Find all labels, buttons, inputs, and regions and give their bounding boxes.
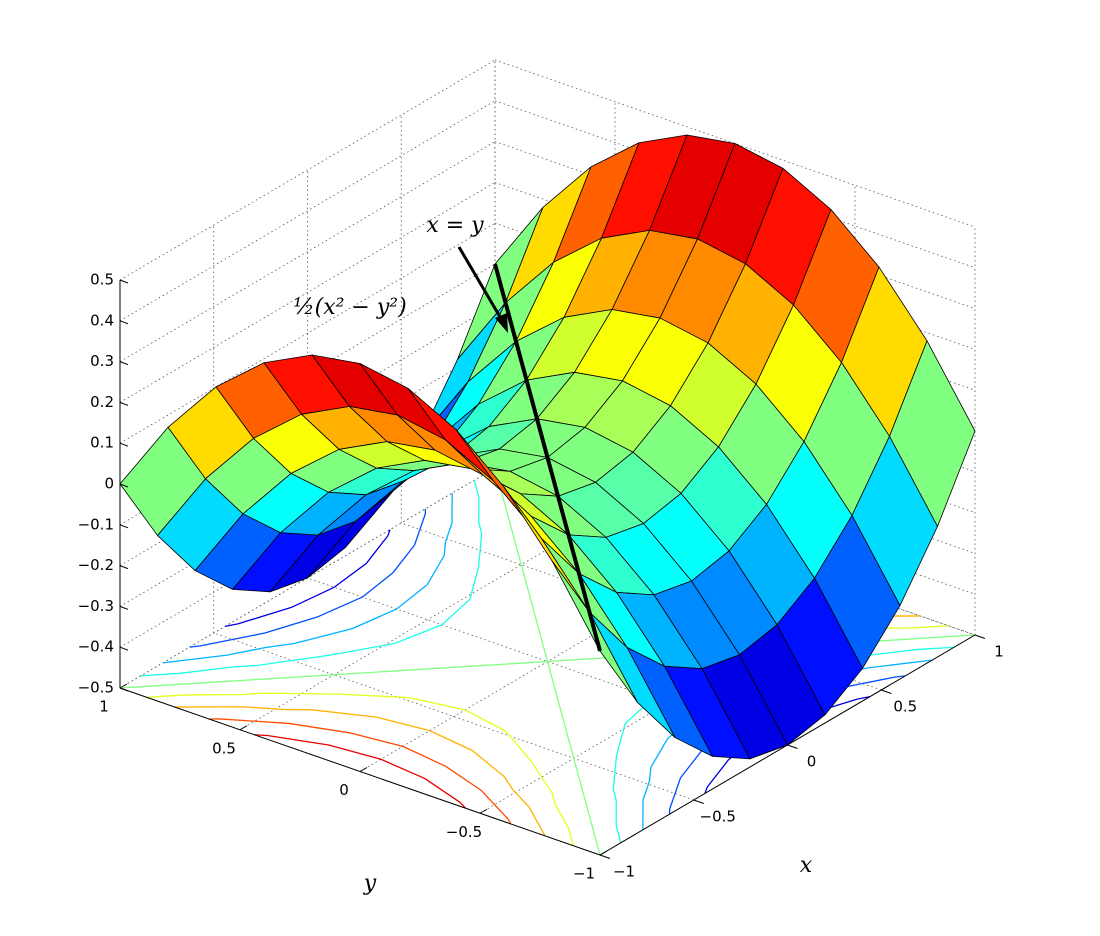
z-tick-label: −0.3 [78, 597, 114, 615]
z-tick [119, 361, 129, 366]
y-tick-label: −0.5 [446, 823, 482, 841]
z-tick-label: 0.3 [90, 352, 114, 370]
x-tick-label: −0.5 [700, 808, 736, 826]
z-tick-label: 0.1 [90, 434, 114, 452]
z-tick-label: −0.4 [78, 638, 114, 656]
z-tick [119, 565, 129, 570]
y-tick [239, 725, 248, 731]
grid-line [119, 100, 496, 322]
z-tick [119, 687, 129, 692]
x-tick [599, 854, 611, 859]
grid-line [119, 222, 496, 444]
z-tick-label: −0.5 [78, 679, 114, 697]
grid-line [494, 59, 976, 228]
diagonal-line [493, 263, 602, 652]
z-tick-label: 0.2 [90, 393, 114, 411]
x-tick [787, 744, 798, 749]
x-tick [881, 689, 892, 694]
x-tick [974, 634, 986, 639]
grid-line [494, 141, 976, 309]
z-tick-label: −0.2 [78, 556, 114, 574]
z-tick-label: 0 [104, 475, 114, 493]
y-tick [599, 850, 608, 856]
grid-line [119, 141, 496, 362]
z-tick-label: −0.1 [78, 515, 114, 533]
grid-line [119, 182, 496, 403]
annotation: x = y [426, 213, 484, 238]
z-tick [119, 279, 129, 284]
z-tick [119, 483, 129, 488]
z-tick [119, 605, 129, 610]
z-tick [119, 320, 129, 325]
z-tick-label: 0.5 [90, 271, 114, 289]
x-tick [693, 799, 704, 804]
surface [119, 134, 976, 760]
z-tick [119, 442, 129, 447]
z-tick [119, 401, 129, 406]
y-tick [479, 808, 488, 814]
arrow-head [495, 313, 508, 333]
x-axis-label: x [800, 853, 813, 878]
y-tick [359, 767, 368, 772]
grid-line [119, 59, 496, 281]
contours [119, 467, 976, 856]
y-tick [119, 683, 128, 689]
x-tick-label: 0.5 [893, 698, 917, 716]
z-tick [119, 524, 129, 529]
z-tick-label: 0.4 [90, 311, 114, 329]
y-tick-label: −1 [573, 865, 595, 883]
y-tick-label: 0 [339, 781, 349, 799]
arrow-shaft [457, 246, 505, 323]
z-tick [119, 646, 129, 651]
annotation: ½(x² − y²) [293, 295, 406, 320]
grid-line [401, 522, 882, 691]
arrow [457, 246, 508, 333]
axes: −0.5 −0.4 −0.3 −0.2 −0.1 0 0.1 0.2 0.3 0.4 0.5 −1 −0… [78, 271, 1004, 883]
x-tick-label: 0 [807, 753, 817, 771]
y-tick-label: 1 [99, 698, 109, 716]
x-tick-label: 1 [994, 643, 1004, 661]
x-tick-label: −1 [613, 863, 635, 881]
y-axis-label: y [363, 871, 377, 896]
grid-line [494, 100, 976, 269]
labels: x = y ½(x² − y²) x y [293, 213, 812, 896]
y-tick-label: 0.5 [212, 739, 236, 757]
grid-line [307, 577, 788, 746]
